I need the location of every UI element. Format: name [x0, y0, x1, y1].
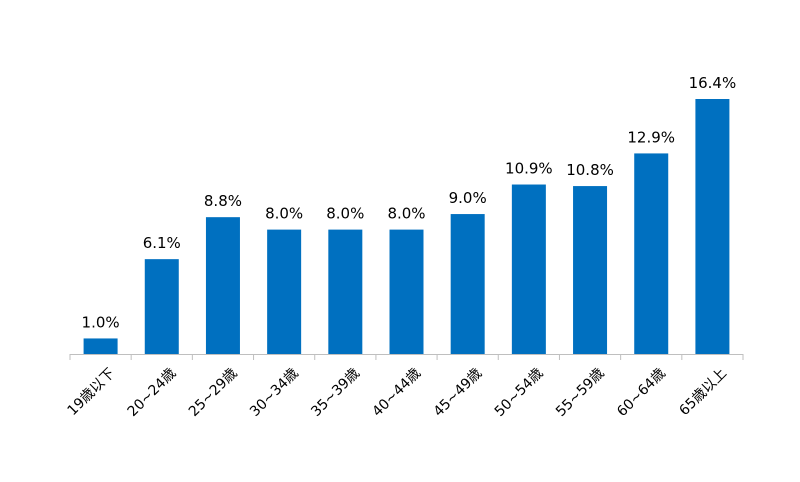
- data-label: 1.0%: [82, 313, 120, 331]
- bar-6: [389, 229, 424, 354]
- bar-7: [450, 214, 485, 354]
- bar-8: [511, 184, 546, 354]
- x-tick-labels: 19歳以下 20~24歳 25~29歳 30~34歳 35~39歳 40~44歳 45~49…: [65, 365, 730, 420]
- x-tick-label: 55~59歳: [553, 365, 608, 420]
- data-label: 10.8%: [566, 161, 614, 179]
- bar-10: [634, 153, 669, 354]
- bar-4: [267, 229, 302, 354]
- bar-11: [695, 99, 730, 354]
- data-label: 8.0%: [265, 205, 303, 223]
- data-labels-layer: 1.0% 6.1% 8.8% 8.0% 8.0% 8.0% 9.0% 10.9% 10.8% 12…: [82, 74, 737, 331]
- x-tick-label: 60~64歳: [614, 365, 669, 420]
- data-label: 12.9%: [627, 128, 675, 146]
- bar-3: [205, 217, 240, 354]
- x-tick-label: 50~54歳: [492, 365, 547, 420]
- x-tick-label: 19歳以下: [65, 365, 119, 419]
- bar-5: [328, 229, 363, 354]
- x-tick-label: 65歳以上: [676, 365, 730, 419]
- x-axis: [69, 354, 744, 360]
- x-tick-label: 30~34歳: [247, 365, 302, 420]
- x-tick-label: 35~39歳: [308, 365, 363, 420]
- data-label: 9.0%: [449, 189, 487, 207]
- x-tick-label: 45~49歳: [431, 365, 486, 420]
- x-tick-label: 25~29歳: [186, 365, 241, 420]
- data-label: 8.0%: [326, 205, 364, 223]
- x-tick-label: 20~24歳: [125, 365, 180, 420]
- data-label: 8.8%: [204, 192, 242, 210]
- bars-layer: [83, 99, 730, 354]
- data-label: 16.4%: [689, 74, 737, 92]
- bar-1: [83, 338, 118, 354]
- bar-9: [573, 186, 608, 354]
- x-tick-label: 40~44歳: [369, 365, 424, 420]
- bar-2: [144, 259, 179, 354]
- data-label: 6.1%: [143, 234, 181, 252]
- data-label: 8.0%: [387, 205, 425, 223]
- data-label: 10.9%: [505, 160, 553, 178]
